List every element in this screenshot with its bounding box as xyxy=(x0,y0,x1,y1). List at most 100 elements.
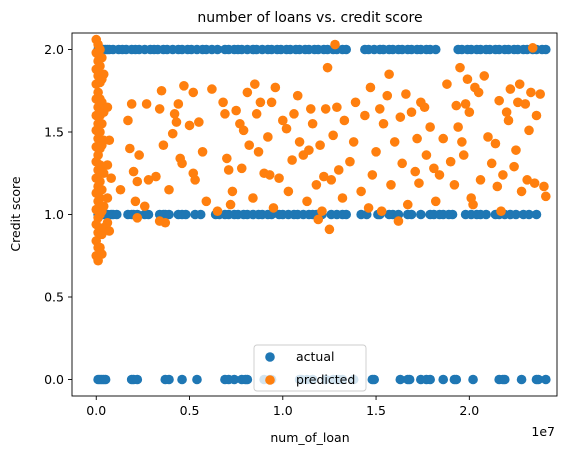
data-point-predicted xyxy=(194,117,204,127)
data-point-predicted xyxy=(277,115,288,126)
data-point-predicted xyxy=(227,186,238,197)
data-point-predicted xyxy=(389,137,400,147)
data-point-predicted xyxy=(201,196,212,207)
data-point-predicted xyxy=(311,180,322,190)
data-point-predicted xyxy=(410,166,421,177)
y-axis-label: Credit score xyxy=(8,176,23,251)
data-point-actual xyxy=(177,374,187,385)
data-point-predicted xyxy=(242,87,253,98)
data-point-predicted xyxy=(139,201,150,212)
x-axis: 0.0 0.5 1.0 1.5 2.0 xyxy=(86,396,479,418)
data-point-actual xyxy=(192,374,202,385)
data-point-predicted xyxy=(451,100,462,111)
data-point-predicted xyxy=(268,203,279,213)
data-point-predicted xyxy=(462,74,473,84)
data-point-predicted xyxy=(473,87,484,98)
data-point-actual xyxy=(430,44,441,55)
data-point-predicted xyxy=(126,99,137,109)
data-point-predicted xyxy=(483,132,493,142)
data-point-predicted xyxy=(294,137,305,147)
data-point-predicted xyxy=(453,122,463,132)
data-point-predicted xyxy=(363,203,374,213)
data-point-predicted xyxy=(332,102,342,113)
data-point-predicted xyxy=(263,132,273,142)
series-predicted xyxy=(91,34,551,266)
data-point-predicted xyxy=(102,217,113,228)
data-point-predicted xyxy=(197,147,208,157)
data-point-predicted xyxy=(225,199,236,210)
x-axis-label: num_of_loan xyxy=(270,430,349,445)
data-point-actual xyxy=(438,374,449,385)
data-point-predicted xyxy=(526,87,536,98)
data-point-predicted xyxy=(430,196,441,207)
data-point-predicted xyxy=(274,173,284,183)
data-point-predicted xyxy=(134,150,144,160)
data-point-predicted xyxy=(177,158,187,169)
data-point-predicted xyxy=(376,206,387,216)
data-point-predicted xyxy=(401,89,411,99)
data-point-predicted xyxy=(244,140,255,150)
data-point-predicted xyxy=(313,214,324,225)
data-point-actual xyxy=(541,374,551,385)
data-point-actual xyxy=(341,209,352,220)
data-point-actual xyxy=(341,44,352,55)
data-point-predicted xyxy=(315,140,325,150)
y-tick-label: 0.5 xyxy=(44,290,64,305)
data-point-actual xyxy=(541,44,551,55)
y-tick-label: 1.0 xyxy=(44,207,64,222)
data-point-predicted xyxy=(374,104,385,114)
data-point-predicted xyxy=(190,175,200,185)
data-point-predicted xyxy=(397,158,407,169)
data-point-actual xyxy=(511,209,521,220)
data-point-predicted xyxy=(104,226,115,236)
data-point-actual xyxy=(100,374,111,385)
data-point-predicted xyxy=(264,170,275,180)
data-point-predicted xyxy=(535,89,546,99)
x-tick-label: 2.0 xyxy=(459,403,479,418)
data-point-predicted xyxy=(123,115,133,126)
data-point-actual xyxy=(425,374,435,385)
data-point-actual xyxy=(404,374,415,385)
data-point-predicted xyxy=(287,155,297,165)
data-point-predicted xyxy=(95,176,105,187)
data-point-predicted xyxy=(479,71,490,81)
data-point-predicted xyxy=(236,163,247,174)
data-point-predicted xyxy=(348,137,359,147)
data-point-predicted xyxy=(412,133,422,144)
data-point-predicted xyxy=(95,127,105,137)
data-point-actual xyxy=(499,374,510,385)
data-point-predicted xyxy=(356,186,366,197)
data-point-predicted xyxy=(421,150,432,160)
data-point-predicted xyxy=(169,109,180,119)
data-point-predicted xyxy=(393,216,404,226)
data-point-predicted xyxy=(328,130,338,141)
data-point-predicted xyxy=(307,118,318,129)
data-point-predicted xyxy=(220,109,230,119)
data-point-predicted xyxy=(97,249,107,259)
data-point-predicted xyxy=(434,170,445,180)
data-point-actual xyxy=(132,374,143,385)
data-point-predicted xyxy=(304,145,314,155)
data-point-predicted xyxy=(115,184,126,195)
data-point-predicted xyxy=(324,224,335,235)
data-point-predicted xyxy=(218,97,228,108)
legend-box xyxy=(253,344,367,392)
data-point-predicted xyxy=(207,84,217,94)
data-point-predicted xyxy=(492,181,503,192)
data-point-predicted xyxy=(337,193,348,203)
data-point-predicted xyxy=(505,84,516,94)
data-point-predicted xyxy=(386,180,396,190)
legend-marker-predicted xyxy=(265,375,275,385)
data-point-predicted xyxy=(425,122,435,132)
data-point-predicted xyxy=(522,175,532,185)
data-point-predicted xyxy=(529,178,540,188)
data-point-predicted xyxy=(289,109,299,119)
data-point-predicted xyxy=(320,104,331,114)
data-point-predicted xyxy=(365,82,376,93)
data-point-predicted xyxy=(317,206,327,216)
data-point-predicted xyxy=(445,156,456,167)
data-point-predicted xyxy=(384,69,394,80)
points-layer xyxy=(91,34,551,385)
data-point-actual xyxy=(395,374,406,385)
